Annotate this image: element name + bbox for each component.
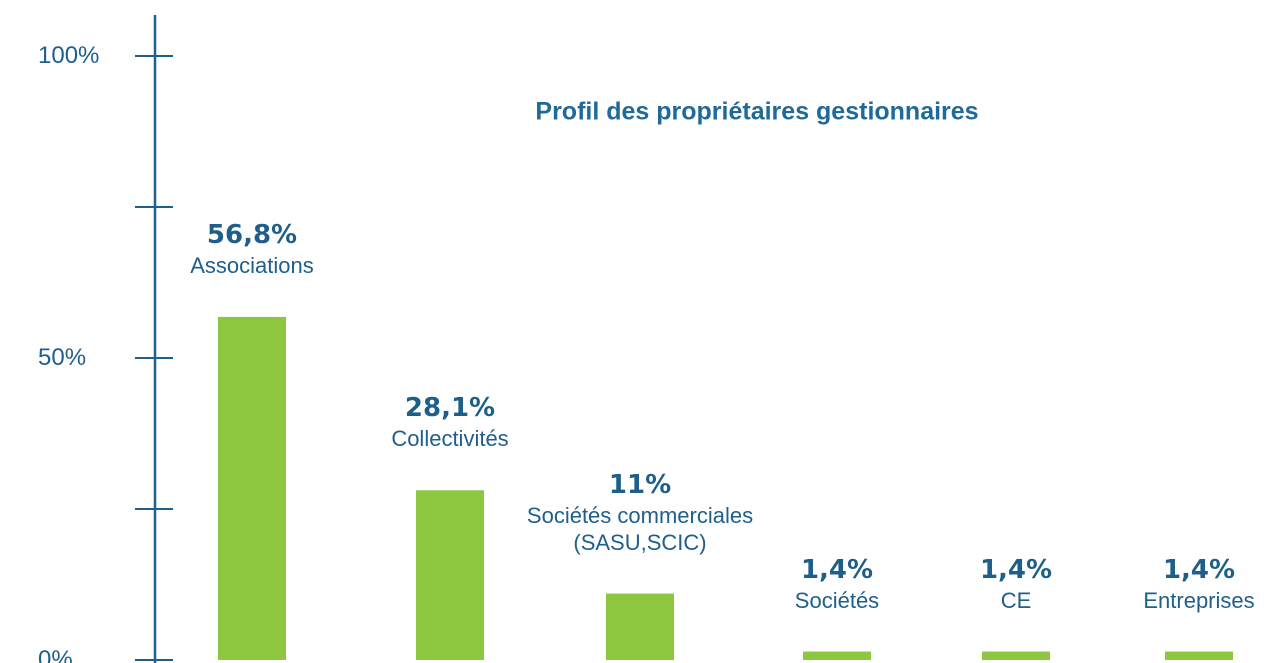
category-label: Entreprises [1143,587,1255,613]
value-label: 1,4% [1162,554,1236,585]
y-tick-label: 0% [38,646,73,663]
category-label: Sociétés [794,587,880,613]
value-label: 11% [608,469,672,500]
bar [416,490,484,660]
category-label: Sociétés commerciales (SASU,SCIC) [526,502,754,555]
bar [803,651,871,660]
value-label: 56,8% [206,219,298,250]
value-label: 28,1% [404,393,496,424]
value-label: 1,4% [800,554,874,585]
bar [218,316,286,660]
y-tick-label: 100% [38,42,100,69]
bar [982,651,1050,660]
bar [1165,651,1233,660]
chart-title: Profil des propriétaires gestionnaires [535,97,979,126]
y-tick-label: 50% [38,344,87,371]
category-label: CE [1000,587,1032,613]
category-label: Associations [190,252,314,278]
value-label: 1,4% [979,554,1053,585]
bar [606,593,674,660]
category-label: Collectivités [391,426,509,452]
